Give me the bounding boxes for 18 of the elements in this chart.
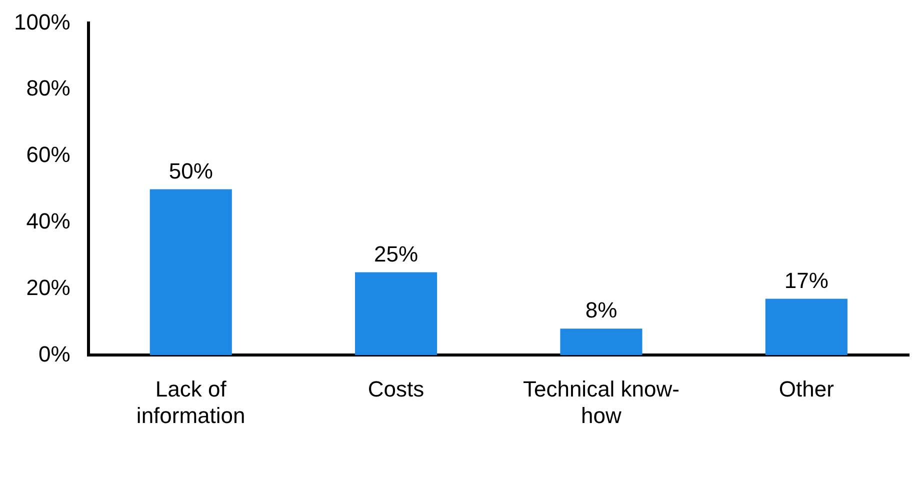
- y-tick-label: 100%: [14, 9, 70, 34]
- y-tick-label: 20%: [26, 274, 70, 300]
- x-tick-label: Technical know-how: [522, 376, 680, 428]
- bar: [355, 272, 438, 356]
- bar: [560, 328, 642, 356]
- data-label: 25%: [374, 241, 418, 266]
- data-label: 50%: [168, 158, 213, 184]
- y-tick-label: 0%: [38, 341, 70, 366]
- x-tick-label: Costs: [368, 376, 424, 402]
- x-tick-label: Lack of information: [136, 376, 246, 428]
- bar: [765, 298, 848, 356]
- x-tick-label: Other: [778, 376, 834, 402]
- y-tick-label: 40%: [26, 208, 70, 234]
- y-tick-label: 60%: [26, 142, 70, 168]
- data-label: 8%: [585, 298, 618, 323]
- bar: [150, 189, 232, 356]
- y-tick-label: 80%: [26, 76, 70, 101]
- data-label: 17%: [784, 268, 828, 293]
